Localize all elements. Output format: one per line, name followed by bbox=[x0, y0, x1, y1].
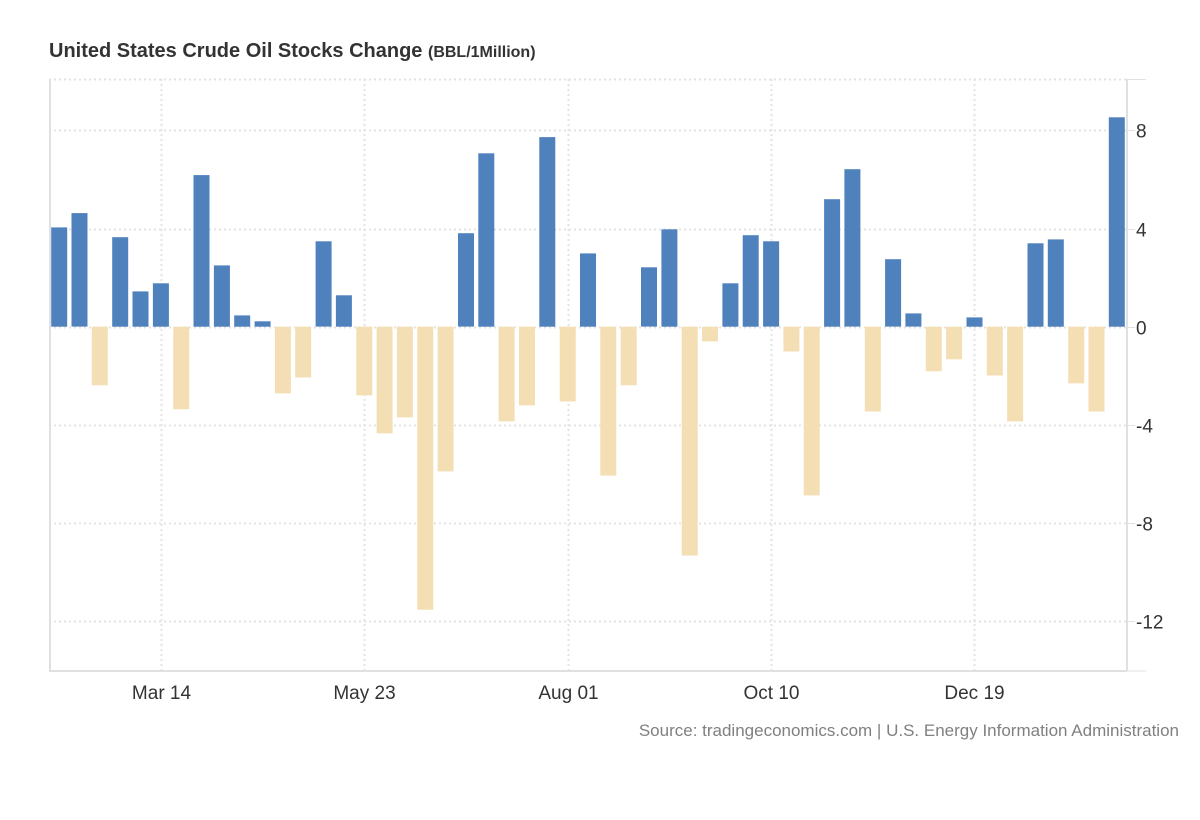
bar-negative bbox=[91, 326, 108, 386]
bar-positive bbox=[1108, 117, 1125, 327]
bar-positive bbox=[844, 169, 861, 327]
x-tick-label: Mar 14 bbox=[132, 683, 192, 704]
bar-positive bbox=[539, 137, 556, 327]
chart-title-unit: (BBL/1Million) bbox=[427, 44, 536, 61]
grid-layer bbox=[49, 78, 1127, 670]
bar-positive bbox=[885, 259, 902, 327]
x-tick-label: Aug 01 bbox=[538, 683, 598, 704]
bar-negative bbox=[417, 326, 434, 610]
bar-negative bbox=[376, 326, 393, 434]
bar-negative bbox=[986, 326, 1003, 376]
y-tick-label: 8 bbox=[1136, 122, 1147, 143]
bar-negative bbox=[274, 326, 291, 394]
bar-positive bbox=[824, 199, 841, 327]
bar-positive bbox=[722, 283, 739, 327]
bar-positive bbox=[315, 241, 332, 327]
bar-positive bbox=[112, 237, 129, 327]
x-tick-label: Oct 10 bbox=[744, 683, 800, 704]
bar-negative bbox=[864, 326, 881, 412]
bar-negative bbox=[519, 326, 535, 406]
source-note: Source: tradingeconomics.com | U.S. Ener… bbox=[638, 721, 1179, 740]
bar-positive bbox=[152, 283, 169, 327]
bar-positive bbox=[1027, 243, 1044, 327]
bar-negative bbox=[356, 326, 373, 396]
bar-positive bbox=[132, 291, 149, 327]
bar-negative bbox=[803, 326, 820, 496]
bar-negative bbox=[559, 326, 576, 402]
y-tick-label: -4 bbox=[1136, 417, 1153, 438]
bar-positive bbox=[234, 315, 251, 327]
bar-positive bbox=[661, 229, 678, 327]
bar-positive bbox=[580, 253, 596, 327]
y-tick-label: -8 bbox=[1136, 515, 1153, 536]
bar-negative bbox=[396, 326, 413, 418]
bar-negative bbox=[600, 326, 617, 476]
bar-positive bbox=[966, 317, 983, 327]
bar-negative bbox=[1088, 326, 1105, 412]
bar-positive bbox=[1047, 239, 1064, 327]
bar-negative bbox=[437, 326, 454, 472]
bar-negative bbox=[295, 326, 312, 378]
bar-positive bbox=[905, 313, 922, 327]
bar-positive bbox=[478, 153, 495, 327]
bar-positive bbox=[254, 321, 271, 327]
bar-positive bbox=[335, 295, 352, 327]
x-tick-label: May 23 bbox=[333, 683, 395, 704]
bar-negative bbox=[498, 326, 515, 422]
bar-negative bbox=[681, 326, 698, 556]
y-tick-label: 4 bbox=[1136, 221, 1147, 242]
bar-positive bbox=[458, 233, 474, 327]
y-tick-label: 0 bbox=[1136, 319, 1147, 340]
bar-negative bbox=[1007, 326, 1024, 422]
y-tick-label: -12 bbox=[1136, 613, 1163, 634]
bar-negative bbox=[620, 326, 637, 386]
bar-positive bbox=[193, 175, 210, 327]
labels-layer: 8 4 0 -4 -8 -12 Mar 14 May 23 Aug 01 Oct 10 Dec 19 bbox=[132, 122, 1164, 705]
x-tick-label: Dec 19 bbox=[944, 683, 1004, 704]
bar-positive bbox=[51, 227, 68, 327]
bar-negative bbox=[946, 326, 963, 360]
bar-negative bbox=[1068, 326, 1085, 384]
bar-negative bbox=[925, 326, 942, 372]
bar-negative bbox=[783, 326, 800, 352]
bar-positive bbox=[213, 265, 230, 327]
bar-negative bbox=[173, 326, 190, 410]
bar-negative bbox=[702, 326, 718, 342]
bar-positive bbox=[742, 235, 759, 327]
chart-title: United States Crude Oil Stocks Change (B… bbox=[49, 40, 536, 63]
bar-positive bbox=[71, 213, 88, 327]
bars-layer bbox=[51, 117, 1125, 610]
axes-layer bbox=[49, 79, 1146, 672]
bar-positive bbox=[763, 241, 780, 327]
chart-title-main: United States Crude Oil Stocks Change bbox=[49, 40, 423, 62]
bar-positive bbox=[641, 267, 657, 327]
